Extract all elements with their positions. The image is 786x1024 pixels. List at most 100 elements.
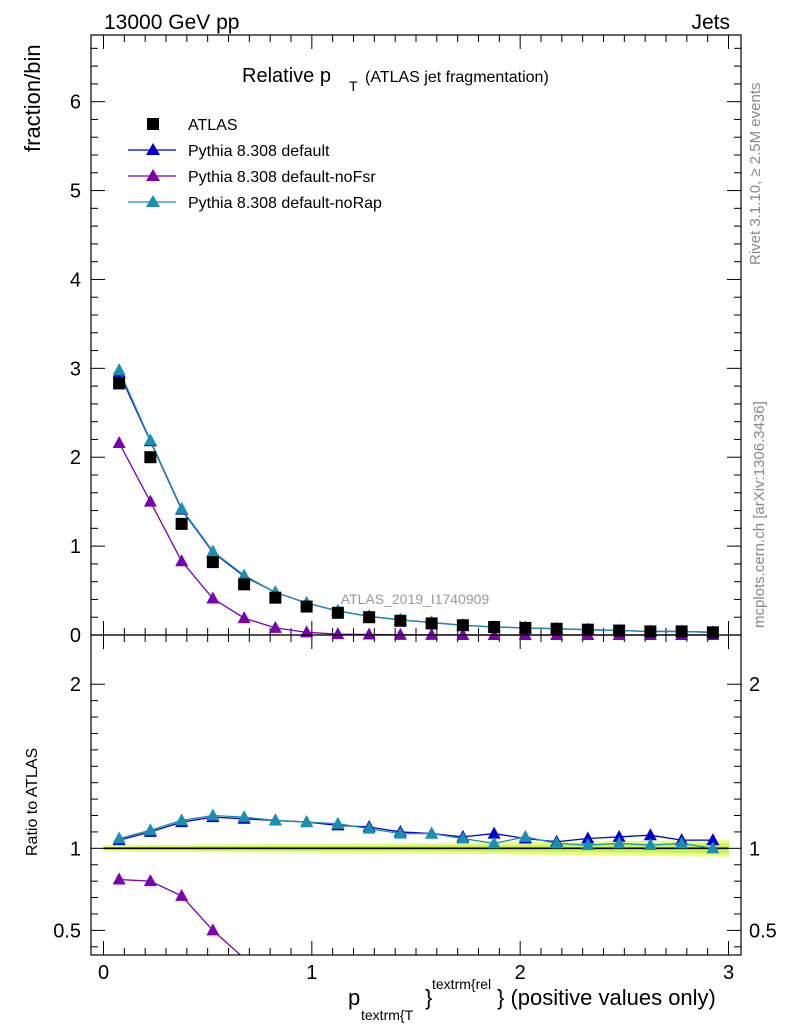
main-point-nofsr bbox=[393, 627, 407, 640]
ratio-point-norap bbox=[268, 813, 282, 826]
ratio-point-norap bbox=[425, 826, 439, 839]
ratio-point-norap bbox=[550, 836, 564, 849]
x-label-brace: } bbox=[425, 985, 432, 1010]
main-point-norap bbox=[112, 363, 126, 376]
legend-label-norap: Pythia 8.308 default-noRap bbox=[188, 195, 382, 212]
main-point-atlas bbox=[363, 611, 376, 624]
main-point-norap bbox=[237, 568, 251, 581]
main-point-nofsr bbox=[237, 611, 251, 624]
main-point-nofsr bbox=[206, 591, 220, 604]
main-y-tick-label: 0 bbox=[70, 625, 81, 647]
chart-title: Relative p T (ATLAS jet fragmentation) bbox=[242, 65, 549, 94]
main-point-nofsr bbox=[425, 627, 439, 640]
ratio-point-nofsr bbox=[112, 872, 126, 885]
main-y-tick-label: 3 bbox=[70, 358, 81, 380]
main-point-atlas bbox=[644, 625, 657, 638]
x-tick-label: 3 bbox=[723, 962, 734, 984]
main-point-atlas bbox=[206, 556, 219, 569]
ratio-point-norap bbox=[393, 826, 407, 839]
x-tick-label: 1 bbox=[306, 962, 317, 984]
ratio-point-default bbox=[643, 828, 657, 841]
main-point-nofsr bbox=[268, 620, 282, 633]
ratio-point-norap bbox=[300, 815, 314, 828]
main-point-atlas bbox=[144, 451, 157, 464]
x-label-main: p bbox=[348, 985, 360, 1010]
main-point-atlas bbox=[394, 614, 407, 627]
ratio-y-tick-label: 1 bbox=[70, 838, 81, 860]
main-y-tick-label: 2 bbox=[70, 447, 81, 469]
ratio-point-norap bbox=[112, 831, 126, 844]
legend-marker-norap bbox=[146, 195, 160, 207]
ratio-point-norap bbox=[518, 829, 532, 842]
ratio-point-norap bbox=[581, 838, 595, 851]
ratio-point-norap bbox=[456, 831, 470, 844]
main-point-norap bbox=[175, 501, 189, 514]
ratio-line-default bbox=[118, 816, 713, 843]
ratio-ticks: 0.5 0.5 1 1 2 2 bbox=[53, 674, 777, 948]
ratio-point-default bbox=[487, 826, 501, 839]
main-point-atlas bbox=[613, 624, 626, 637]
main-point-atlas bbox=[675, 625, 688, 638]
legend-label-nofsr: Pythia 8.308 default-noFsr bbox=[188, 169, 376, 186]
header-energy: 13000 GeV pp bbox=[104, 11, 239, 34]
main-point-atlas bbox=[175, 517, 188, 530]
title-main: Relative p bbox=[242, 65, 331, 87]
ratio-y-tick-label: 0.5 bbox=[53, 920, 81, 942]
analysis-watermark: ATLAS_2019_I1740909 bbox=[341, 591, 490, 607]
x-axis-label: p textrm{T } textrm{rel } (positive valu… bbox=[348, 976, 716, 1023]
ratio-point-norap bbox=[487, 836, 501, 849]
legend-marker-atlas bbox=[147, 118, 159, 130]
header-jets: Jets bbox=[691, 11, 730, 34]
ratio-point-norap bbox=[206, 808, 220, 821]
main-point-atlas bbox=[238, 578, 251, 591]
ratio-panel: 0.5 0.5 1 1 2 2 Ratio to ATLAS p textrm{T } t… bbox=[24, 634, 777, 1023]
ratio-point-norap bbox=[362, 821, 376, 834]
main-point-atlas bbox=[456, 619, 469, 632]
ratio-y-axis-label: Ratio to ATLAS bbox=[24, 748, 41, 856]
ratio-point-default bbox=[581, 831, 595, 844]
ratio-y-tick-label: 2 bbox=[70, 674, 81, 696]
main-y-tick-label: 6 bbox=[70, 92, 81, 114]
main-point-nofsr bbox=[112, 436, 126, 448]
ratio-line-norap bbox=[118, 814, 713, 849]
main-point-nofsr bbox=[300, 625, 314, 638]
main-point-atlas bbox=[581, 623, 594, 636]
main-y-tick-label: 4 bbox=[70, 269, 81, 291]
main-point-atlas bbox=[519, 621, 532, 634]
main-point-nofsr bbox=[362, 627, 376, 640]
legend-marker-default bbox=[146, 143, 160, 155]
main-point-atlas bbox=[706, 626, 719, 639]
ratio-point-nofsr bbox=[175, 888, 189, 901]
legend-marker-nofsr bbox=[146, 169, 160, 181]
legend-label-default: Pythia 8.308 default bbox=[188, 143, 330, 160]
mcplots-label: mcplots.cern.ch [arXiv:1306.3436] bbox=[751, 401, 768, 628]
ratio-y-tick-label-right: 1 bbox=[749, 838, 760, 860]
ratio-series-group bbox=[112, 808, 720, 955]
ratio-point-norap bbox=[706, 841, 720, 854]
main-point-norap bbox=[143, 433, 157, 446]
ratio-point-norap bbox=[143, 823, 157, 836]
ratio-uncertainty-band bbox=[103, 840, 729, 857]
title-subscript: T bbox=[349, 78, 358, 94]
ratio-y-tick-label-right: 2 bbox=[749, 674, 760, 696]
ratio-point-norap bbox=[675, 836, 689, 849]
main-point-atlas bbox=[331, 606, 344, 619]
main-point-nofsr bbox=[331, 627, 345, 640]
x-tick-label: 0 bbox=[98, 962, 109, 984]
ratio-point-nofsr bbox=[206, 923, 220, 936]
x-label-superscript: textrm{rel bbox=[432, 976, 491, 992]
ratio-point-default bbox=[706, 833, 720, 846]
ratio-panel-frame bbox=[90, 634, 742, 956]
ratio-point-default bbox=[612, 829, 626, 842]
ratio-point-norap bbox=[643, 838, 657, 851]
main-point-nofsr bbox=[175, 554, 189, 567]
ratio-series-layer bbox=[112, 808, 720, 955]
ratio-point-norap bbox=[237, 810, 251, 823]
main-point-atlas bbox=[269, 591, 282, 604]
main-point-atlas bbox=[425, 617, 438, 630]
legend: ATLAS Pythia 8.308 default Pythia 8.308 … bbox=[128, 117, 382, 212]
main-point-nofsr bbox=[456, 628, 470, 640]
ratio-point-norap bbox=[175, 813, 189, 826]
ratio-point-nofsr bbox=[143, 874, 157, 887]
